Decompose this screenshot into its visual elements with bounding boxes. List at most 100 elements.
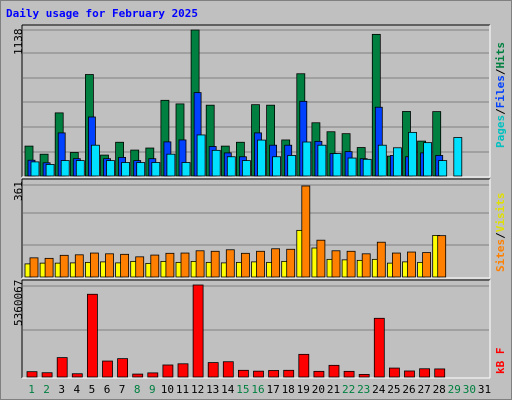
bar-pages [362, 158, 372, 177]
x-tick-label: 9 [149, 383, 156, 396]
bar-pages [211, 149, 221, 177]
chart-title: Daily usage for February 2025 [6, 7, 199, 20]
x-tick-label: 28 [433, 383, 446, 396]
bar-sites [90, 252, 99, 278]
bar-kbytes [358, 374, 370, 378]
bar-kbytes [26, 371, 38, 378]
bar-sites [105, 253, 114, 278]
bar-sites [316, 239, 326, 278]
bar-pages [226, 156, 236, 177]
bar-pages [196, 134, 206, 177]
bar-pages [106, 160, 115, 177]
bar-sites [165, 252, 175, 278]
bar-kbytes [313, 370, 325, 378]
x-tick-label: 20 [312, 383, 325, 396]
bar-sites [74, 254, 84, 278]
bar-sites [195, 250, 205, 278]
bar-kbytes [222, 361, 234, 378]
bar-pages [75, 160, 85, 177]
bar-kbytes [132, 373, 144, 378]
bar-kbytes [56, 357, 68, 378]
x-tick-label: 10 [161, 383, 174, 396]
x-tick-label: 31 [478, 383, 491, 396]
bar-kbytes [102, 360, 113, 378]
x-tick-label: 23 [357, 383, 370, 396]
bar-kbytes [434, 368, 446, 378]
bar-sites [225, 249, 235, 278]
x-tick-label: 6 [104, 383, 111, 396]
bar-sites [120, 253, 129, 278]
bar-sites [361, 253, 371, 278]
bar-pages [151, 162, 161, 177]
bar-sites [391, 252, 401, 278]
bar-kbytes [87, 293, 98, 378]
x-tick-label: 26 [402, 383, 415, 396]
x-tick-label: 24 [372, 383, 386, 396]
x-tick-label: 2 [43, 383, 50, 396]
bar-kbytes [207, 362, 219, 378]
bar-pages [438, 160, 448, 177]
bar-kbytes [283, 369, 295, 378]
x-tick-label: 3 [58, 383, 65, 396]
bar-pages [241, 160, 251, 177]
bar-kbytes [162, 364, 174, 378]
bar-sites [29, 257, 39, 278]
bar-pages [377, 144, 387, 177]
bar-sites [346, 250, 356, 278]
bar-pages [287, 155, 297, 177]
x-tick-label: 8 [134, 383, 141, 396]
bar-pages [45, 164, 55, 177]
bar-sites [376, 241, 386, 278]
bar-sites [150, 254, 160, 278]
x-tick-label: 27 [417, 383, 430, 396]
x-tick-label: 7 [119, 383, 126, 396]
bar-pages [423, 142, 433, 177]
bar-kbytes [328, 364, 340, 378]
bar-pages [332, 153, 342, 177]
x-tick-label: 14 [221, 383, 235, 396]
bar-pages [317, 144, 327, 177]
bar-sites [240, 252, 250, 278]
bar-kbytes [268, 370, 280, 378]
bar-sites [44, 257, 54, 278]
bar-kbytes [177, 363, 189, 378]
bar-sites [256, 250, 265, 278]
bar-sites [210, 250, 220, 278]
bar-pages [136, 162, 146, 177]
bar-sites [407, 251, 416, 278]
x-tick-label: 22 [342, 383, 355, 396]
bar-kbytes [388, 367, 400, 378]
x-tick-label: 11 [176, 383, 189, 396]
x-tick-label: 19 [297, 383, 310, 396]
bar-sites [437, 235, 447, 278]
x-tick-label: 15 [236, 383, 249, 396]
x-tick-label: 29 [448, 383, 461, 396]
bar-pages [181, 162, 191, 177]
bar-kbytes [373, 317, 385, 378]
x-tick-label: 4 [73, 383, 80, 396]
bar-kbytes [419, 368, 431, 378]
bar-pages [121, 162, 130, 177]
bar-pages [453, 137, 463, 177]
bar-sites [180, 252, 190, 278]
bar-pages [347, 157, 357, 177]
bar-kbytes [192, 284, 204, 378]
x-tick-label: 21 [327, 383, 340, 396]
bar-sites [422, 252, 432, 278]
bar-kbytes [147, 372, 159, 378]
bar-kbytes [41, 372, 53, 378]
x-tick-label: 13 [206, 383, 219, 396]
x-tick-label: 25 [387, 383, 400, 396]
bar-kbytes [117, 358, 128, 378]
bar-kbytes [404, 370, 415, 378]
x-tick-label: 17 [266, 383, 279, 396]
bar-pages [30, 161, 40, 177]
bar-sites [301, 185, 311, 278]
bar-pages [257, 139, 266, 177]
bar-pages [166, 153, 176, 177]
bar-kbytes [298, 353, 310, 378]
x-tick-label: 1 [28, 383, 35, 396]
x-tick-label: 12 [191, 383, 204, 396]
bar-sites [135, 256, 145, 278]
